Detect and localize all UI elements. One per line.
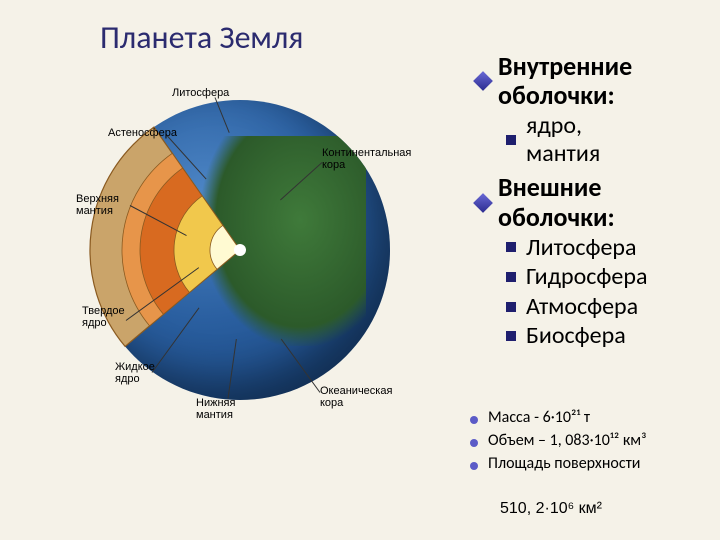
section-heading: Внешниеоболочки: [476, 173, 647, 231]
fact-text: Объем – 1, 083·10¹² км³ [488, 431, 646, 450]
section-heading-text: Внутренниеоболочки: [498, 52, 632, 110]
diagram-label: Континентальнаякора [322, 148, 411, 171]
diagram-label: Океаническаякора [320, 386, 392, 409]
page-title: Планета Земля [100, 18, 303, 57]
list-item-text: ядро,мантия [526, 112, 600, 167]
fact-trailing: 510, 2·10⁶ км² [500, 500, 602, 518]
dot-bullet-icon [470, 462, 478, 470]
fact-line: Масса - 6·10²¹ т [470, 408, 646, 427]
diagram-label: Твердоеядро [82, 306, 125, 329]
diagram-label: Литосфера [172, 88, 229, 100]
diagram-label: Жидкоеядро [115, 362, 155, 385]
fact-text: Масса - 6·10²¹ т [488, 408, 590, 427]
right-column: Внутренниеоболочки:ядро,мантия Внешниеобо… [476, 52, 647, 350]
inner-core-dot [234, 244, 246, 256]
fact-text: Площадь поверхности [488, 454, 640, 473]
list-item: Биосфера [506, 322, 647, 350]
list-item: Литосфера [506, 234, 647, 262]
square-bullet-icon [506, 242, 516, 252]
earth-diagram: Литосфера Астеносфера Верхняямантия Твердое… [60, 74, 460, 434]
globe-wrap: Литосфера Астеносфера Верхняямантия Твердое… [60, 74, 460, 434]
diagram-label: Нижняямантия [196, 398, 235, 421]
dot-bullet-icon [470, 439, 478, 447]
list-item: ядро,мантия [506, 112, 647, 167]
list-item: Атмосфера [506, 293, 647, 321]
square-bullet-icon [506, 331, 516, 341]
dot-bullet-icon [470, 416, 478, 424]
list-item: Гидросфера [506, 263, 647, 291]
fact-line: Площадь поверхности [470, 454, 646, 473]
diamond-bullet-icon [473, 193, 493, 213]
page-title-text: Планета Земля [100, 18, 303, 57]
list-item-text: Литосфера [526, 234, 636, 262]
list-item-text: Атмосфера [526, 293, 638, 321]
square-bullet-icon [506, 302, 516, 312]
square-bullet-icon [506, 135, 516, 145]
fact-line: Объем – 1, 083·10¹² км³ [470, 431, 646, 450]
diamond-bullet-icon [473, 71, 493, 91]
list-item-text: Биосфера [526, 322, 626, 350]
section-heading-text: Внешниеоболочки: [498, 173, 615, 231]
diagram-label: Астеносфера [108, 128, 177, 140]
section-heading: Внутренниеоболочки: [476, 52, 647, 110]
square-bullet-icon [506, 272, 516, 282]
list-item-text: Гидросфера [526, 263, 647, 291]
diagram-label: Верхняямантия [76, 194, 119, 217]
facts-block: Масса - 6·10²¹ т Объем – 1, 083·10¹² км³ П… [470, 408, 646, 477]
